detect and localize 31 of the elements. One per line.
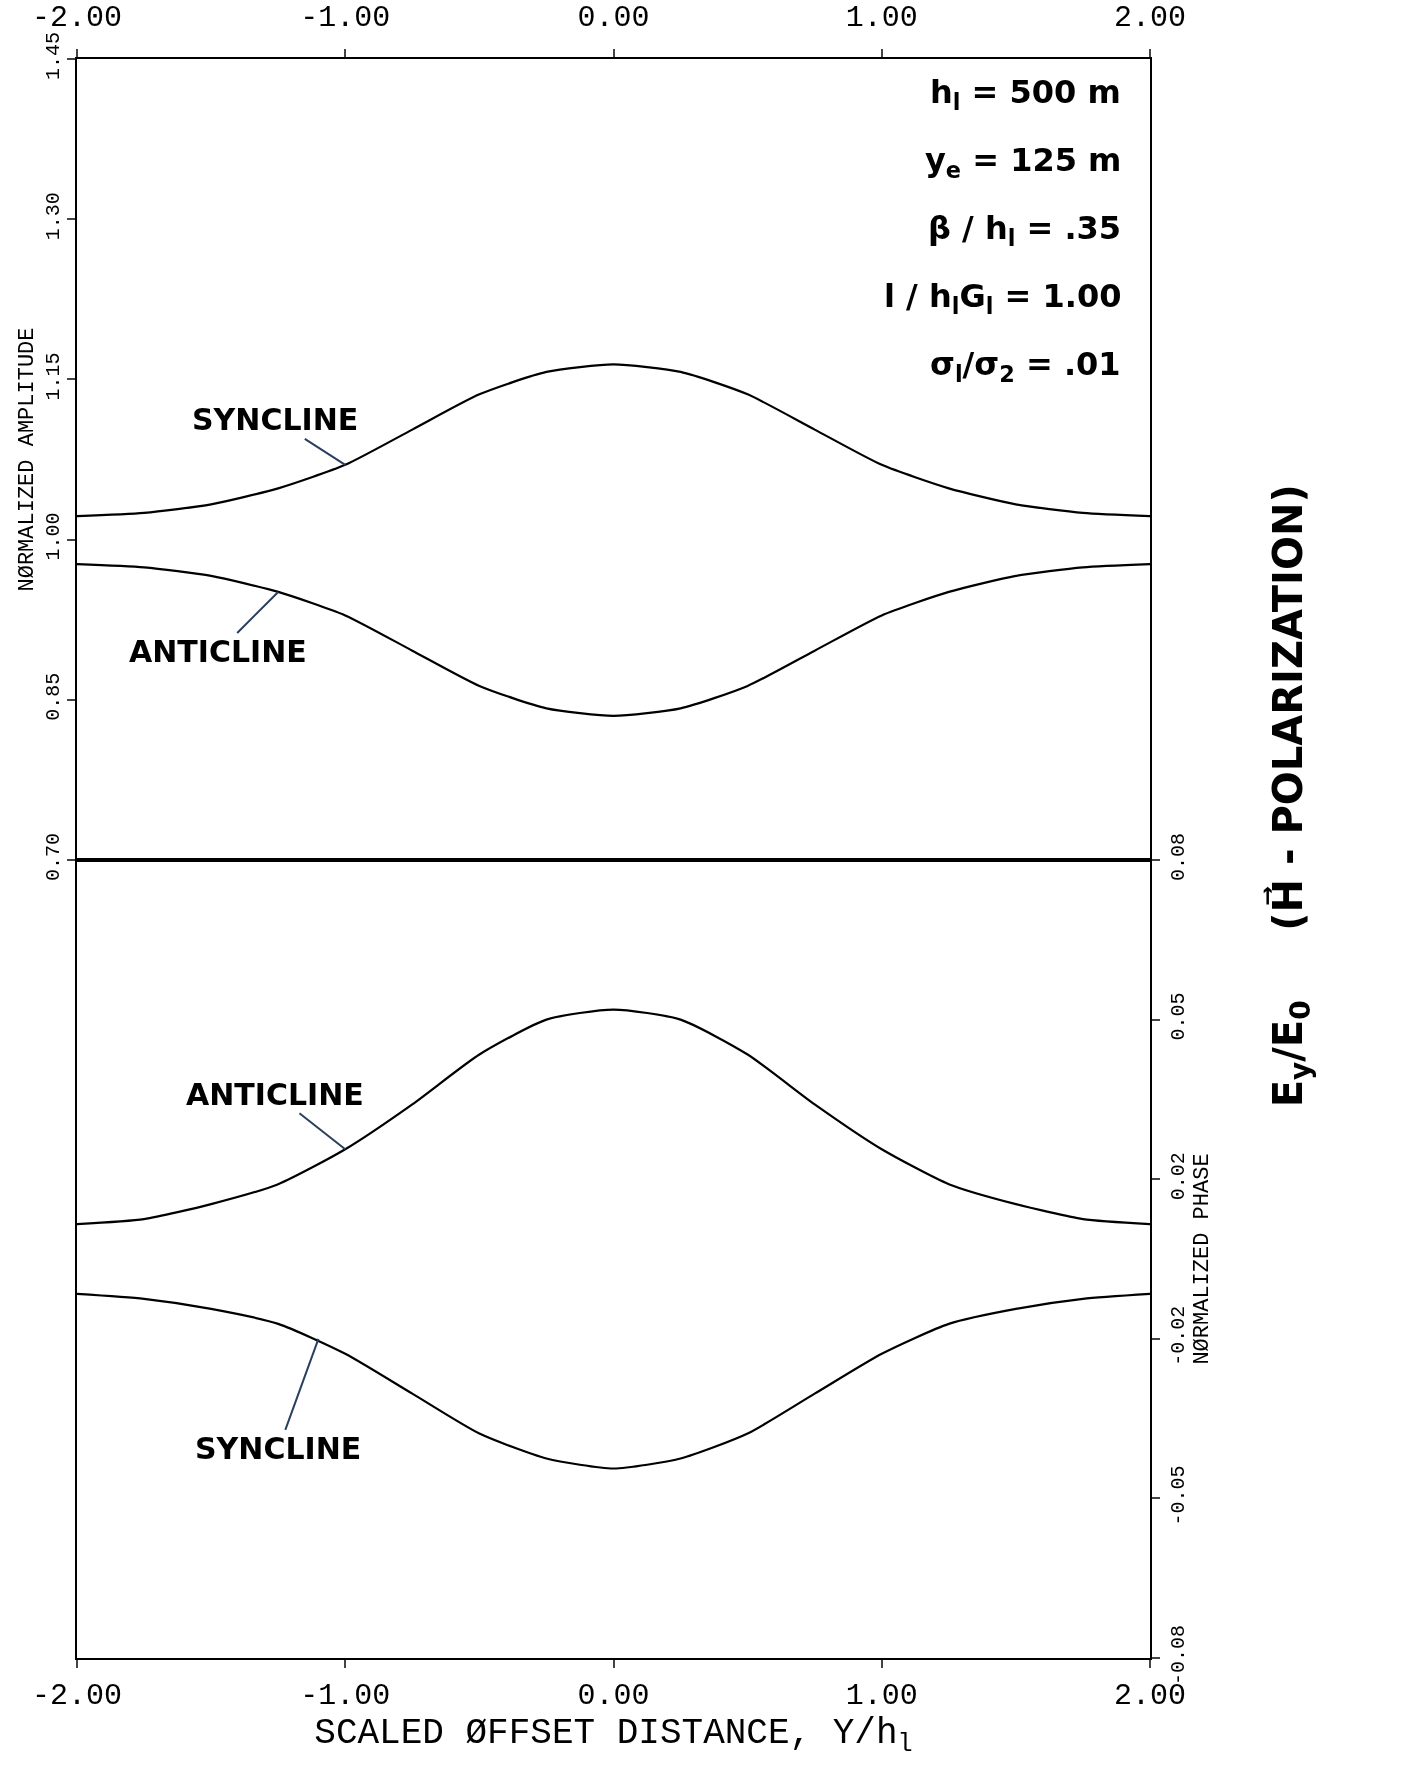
- x-axis-title: SCALED ØFFSET DISTANCE, Y/h$_{l}$: [314, 1713, 913, 1759]
- y-tick-label: 0.08: [1167, 832, 1190, 882]
- annotation: ANTICLINE: [186, 1077, 364, 1112]
- y-tick-label: 0.70: [42, 832, 65, 882]
- y-axis-title: NØRMALIZED AMPLITUDE: [15, 327, 41, 592]
- y-tick-label: 1.00: [42, 512, 65, 561]
- x-tick-label: -1.00: [300, 1, 391, 35]
- y-tick-label: 0.02: [1167, 1152, 1190, 1201]
- x-tick-label: 2.00: [1113, 1, 1187, 35]
- y-tick-label: 1.45: [42, 31, 65, 81]
- y-tick-label: 0.85: [42, 672, 65, 721]
- x-tick-label: -1.00: [300, 1679, 391, 1713]
- y-axis-title: NØRMALIZED PHASE: [1190, 1153, 1215, 1365]
- x-tick-label: 0.00: [577, 1, 650, 35]
- annotation: β / h$_{l}$ = .35: [928, 209, 1122, 251]
- x-tick-label: 0.00: [577, 1679, 650, 1713]
- annotation: ANTICLINE: [129, 634, 307, 669]
- x-tick-label: 1.00: [845, 1, 918, 35]
- annotation: SYNCLINE: [195, 1431, 362, 1466]
- y-tick-label: -0.02: [1167, 1305, 1190, 1366]
- y-tick-label: 1.30: [42, 192, 65, 241]
- x-tick-label: 1.00: [845, 1679, 918, 1713]
- y-tick-label: -0.05: [1167, 1465, 1190, 1526]
- y-tick-label: 1.15: [42, 352, 65, 401]
- annotation: l / h$_{l}$G$_{l}$ = 1.00: [884, 277, 1122, 319]
- annotation: y$_{e}$ = 125 m: [925, 141, 1122, 183]
- y-tick-label: 0.05: [1167, 992, 1190, 1041]
- annotation: σ$_{l}$/σ$_{2}$ = .01: [930, 345, 1121, 387]
- annotation: h$_{l}$ = 500 m: [930, 73, 1121, 115]
- x-tick-label: -2.00: [31, 1679, 123, 1713]
- annotation: SYNCLINE: [192, 402, 359, 437]
